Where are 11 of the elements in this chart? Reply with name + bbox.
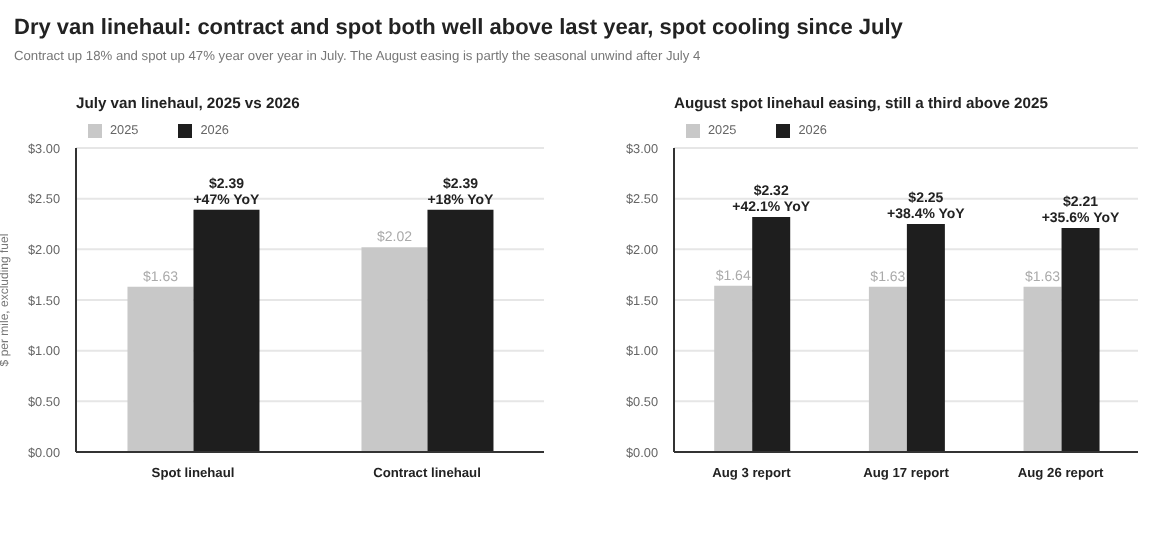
bar (361, 247, 428, 452)
bar (127, 286, 194, 452)
bar (1061, 228, 1100, 452)
text: Dry van linehaul: contract and spot both well above last year, spot cooling since July (14, 16, 905, 40)
bar (193, 209, 260, 452)
bar (868, 286, 907, 452)
bar (427, 209, 494, 452)
bar (714, 285, 753, 452)
bar (752, 216, 791, 452)
bar (906, 224, 945, 452)
bar (1023, 286, 1062, 452)
